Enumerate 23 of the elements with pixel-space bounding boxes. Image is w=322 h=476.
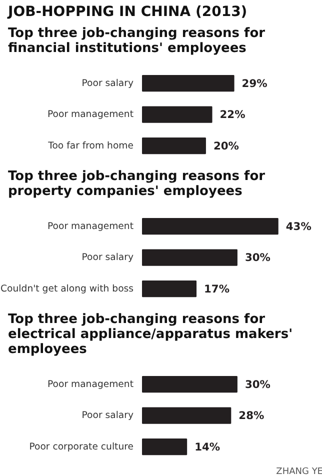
- y-tick-label: Poor corporate culture: [29, 440, 134, 452]
- chart-title: JOB-HOPPING IN CHINA (2013): [8, 4, 248, 20]
- data-label: 14%: [194, 440, 220, 453]
- y-tick-label: Poor management: [48, 378, 134, 390]
- data-label: 29%: [242, 76, 268, 90]
- y-tick-label: Too far from home: [47, 140, 134, 152]
- data-label: 22%: [220, 108, 246, 121]
- data-label: 30%: [244, 377, 271, 390]
- data-label: 17%: [204, 282, 230, 296]
- chart-subtitle: Top three job-changing reasons for financial institutions' employees: [8, 26, 266, 57]
- y-tick-label: Poor management: [48, 108, 134, 120]
- y-tick-label: Poor salary: [82, 78, 134, 89]
- y-tick-label: Couldn't get along with boss: [0, 283, 134, 294]
- chart-title: Top three job-changing reasons for electrical appliance/apparatus makers' employees: [8, 312, 294, 358]
- text: ZHANG YE: [276, 466, 322, 476]
- y-tick-label: Poor salary: [82, 252, 134, 263]
- data-label: 30%: [244, 250, 271, 264]
- chart-title: Top three job-changing reasons for property companies' employees: [8, 168, 266, 200]
- y-tick-label: Poor salary: [82, 410, 134, 421]
- data-label: 43%: [286, 220, 312, 233]
- y-tick-label: Poor management: [48, 220, 134, 232]
- data-label: 28%: [238, 408, 264, 422]
- data-label: 20%: [213, 139, 240, 152]
